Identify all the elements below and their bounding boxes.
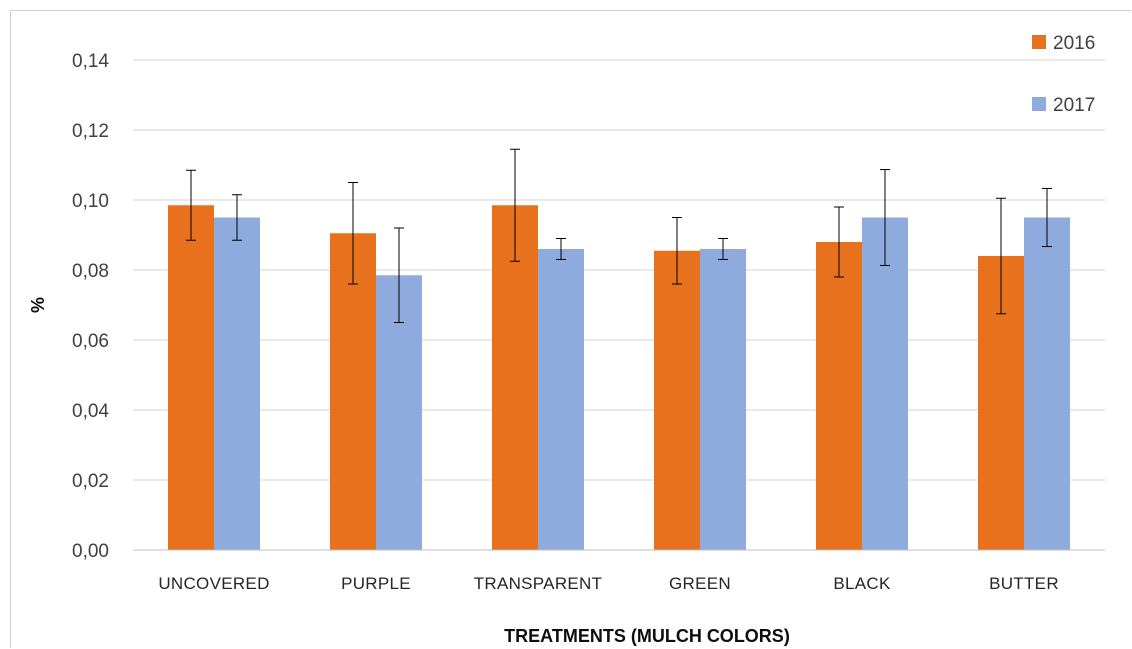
y-tick-label: 0,08	[72, 261, 109, 282]
x-tick-label: GREEN	[669, 574, 731, 593]
y-tick-label: 0,02	[72, 471, 109, 492]
bar-2017-green	[700, 249, 746, 550]
y-tick-label: 0,10	[72, 191, 109, 212]
legend: 2016 2017	[1032, 33, 1095, 116]
bar-2017-black	[862, 217, 908, 550]
legend-label: 2017	[1053, 95, 1095, 116]
gridlines	[133, 59, 1105, 481]
x-tick-label: BLACK	[833, 574, 891, 593]
y-tick-label: 0,14	[72, 51, 109, 72]
x-tick-label: BUTTER	[989, 574, 1059, 593]
y-axis-title: %	[28, 297, 48, 313]
bar-2017-uncovered	[214, 217, 260, 550]
y-tick-labels: 0,00 0,02 0,04 0,06 0,08 0,10 0,12 0,14	[72, 51, 109, 562]
bars	[168, 205, 1070, 550]
bar-2017-butter	[1024, 217, 1070, 550]
legend-label: 2016	[1053, 33, 1095, 54]
y-tick-label: 0,00	[72, 541, 109, 562]
x-tick-label: PURPLE	[341, 574, 411, 593]
x-axis-title: TREATMENTS (MULCH COLORS)	[504, 626, 790, 646]
x-tick-label: TRANSPARENT	[474, 574, 603, 593]
y-tick-label: 0,12	[72, 121, 109, 142]
x-tick-labels: UNCOVERED PURPLE TRANSPARENT GREEN BLACK BUTT…	[158, 574, 1059, 593]
bar-2017-transparent	[538, 249, 584, 550]
y-tick-label: 0,06	[72, 331, 109, 352]
bar-2016-green	[654, 250, 700, 550]
bar-2016-black	[816, 242, 862, 550]
bar-2016-transparent	[492, 205, 538, 550]
error-bars	[186, 148, 1052, 323]
y-tick-label: 0,04	[72, 401, 109, 422]
bar-2016-uncovered	[168, 205, 214, 550]
x-tick-label: UNCOVERED	[158, 574, 269, 593]
legend-swatch	[1032, 35, 1046, 49]
bar-2016-purple	[330, 233, 376, 550]
legend-swatch	[1032, 97, 1046, 111]
